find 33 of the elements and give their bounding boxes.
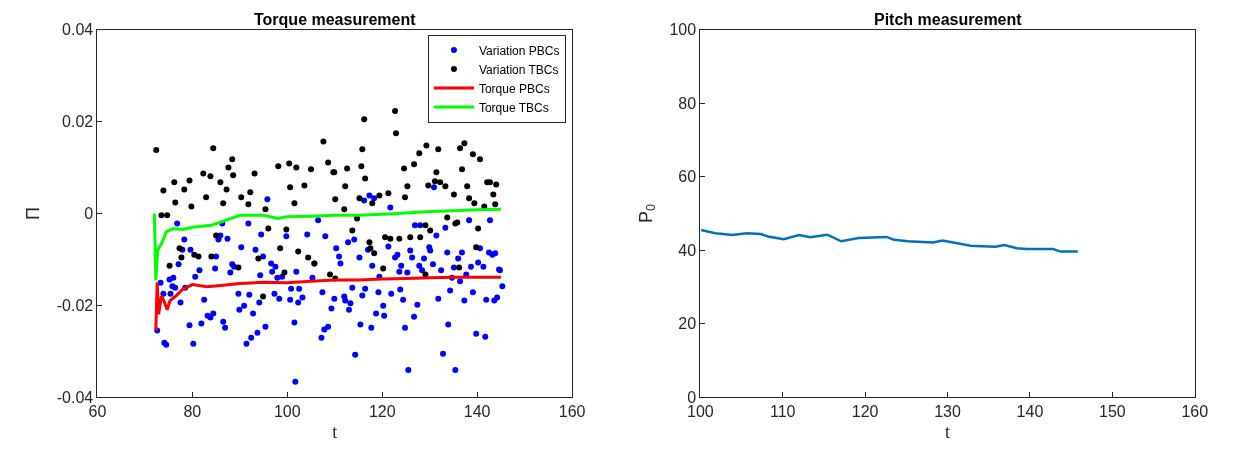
y-tick-label: 60	[678, 168, 697, 186]
legend-label: Torque PBCs	[478, 81, 550, 96]
x-axis-title: t	[332, 422, 338, 443]
y-tick-label: 0	[84, 205, 94, 223]
chart-title: Pitch measurement	[874, 11, 1023, 28]
x-tick-label: 60	[88, 403, 107, 421]
line-series	[700, 228, 1080, 253]
y-tick-label: 0.02	[62, 113, 94, 131]
x-tick-label: 160	[1181, 403, 1209, 421]
x-axis-title: t	[945, 422, 951, 443]
x-tick-label: 150	[1099, 403, 1126, 421]
x-tick-label: 130	[934, 403, 962, 421]
y-tick-label: 40	[678, 241, 697, 259]
y-tick-label: 0	[687, 388, 697, 406]
chart-title: Torque measurement	[254, 11, 417, 28]
y-tick-label: 0.04	[62, 21, 94, 39]
legend-label: Variation TBCs	[478, 62, 559, 77]
x-tick-label: 110	[770, 403, 796, 421]
y-tick-label: 100	[669, 21, 697, 39]
x-tick-label: 140	[1016, 403, 1044, 421]
x-tick-label: 120	[851, 403, 879, 421]
legend-label: Variation PBCs	[478, 43, 560, 58]
x-tick-label: 80	[183, 403, 202, 421]
y-tick-label: 80	[678, 94, 697, 112]
x-tick-label: 160	[558, 403, 586, 421]
y-tick-label: -0.04	[56, 388, 94, 406]
y-axis-title: Π	[22, 206, 43, 220]
x-tick-label: 140	[463, 403, 491, 421]
y-tick-label: -0.02	[56, 296, 94, 314]
x-tick-label: 120	[368, 403, 396, 421]
y-tick-label: 20	[678, 315, 697, 333]
legend-label: Torque TBCs	[478, 100, 549, 115]
x-tick-label: 100	[273, 403, 301, 421]
